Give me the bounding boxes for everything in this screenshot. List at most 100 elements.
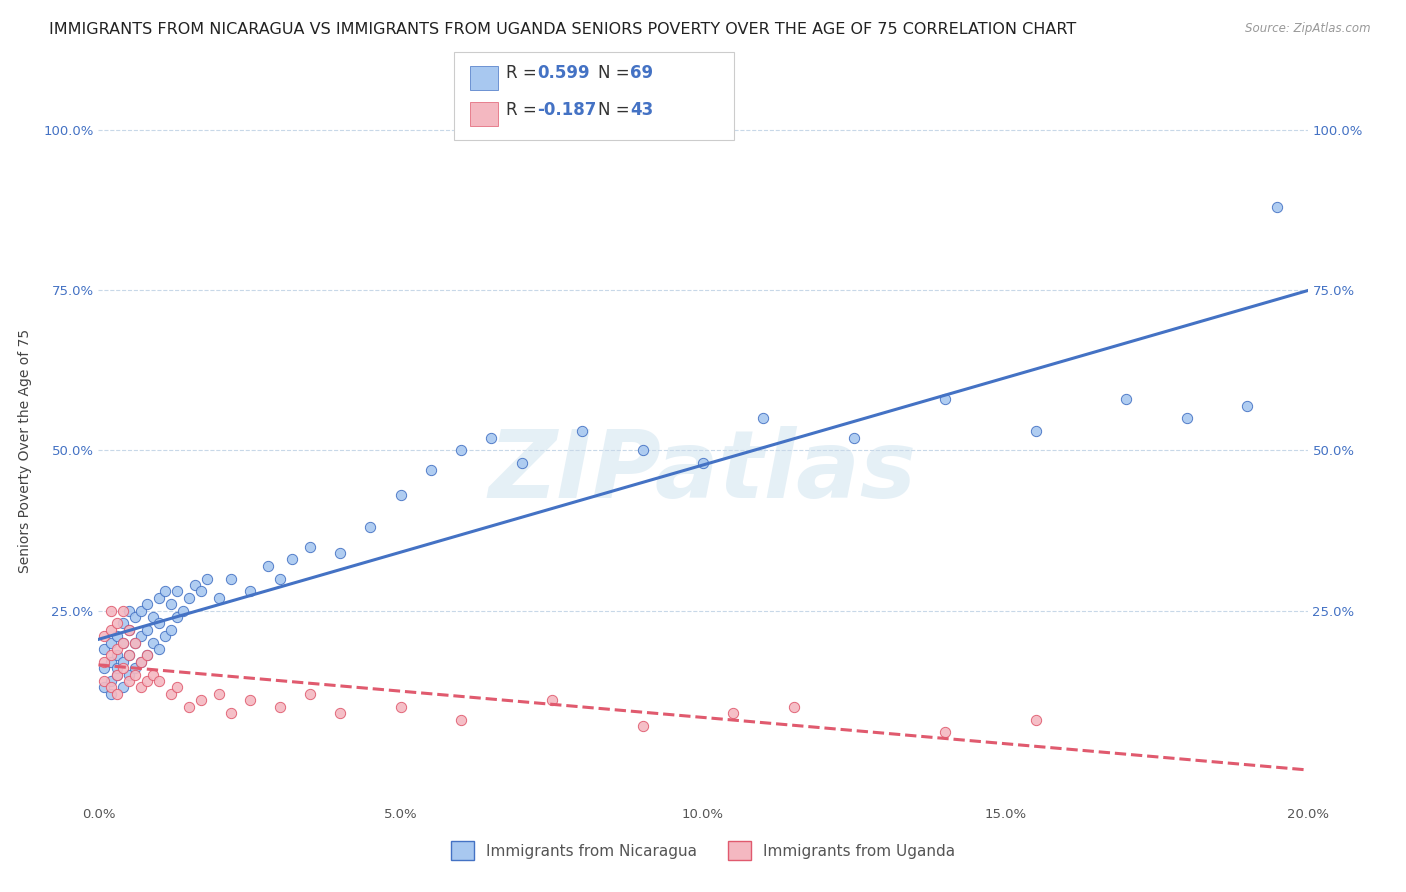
Point: [723, 706, 745, 720]
Point: [124, 635, 146, 649]
Point: [844, 431, 866, 445]
Point: [783, 699, 806, 714]
Point: [571, 424, 593, 438]
Point: [111, 635, 134, 649]
Point: [135, 597, 157, 611]
Point: [105, 648, 128, 663]
Point: [153, 584, 176, 599]
Point: [118, 667, 141, 681]
Point: [135, 674, 157, 689]
Point: [142, 610, 165, 624]
Point: [195, 572, 218, 586]
Point: [129, 655, 152, 669]
Text: IMMIGRANTS FROM NICARAGUA VS IMMIGRANTS FROM UGANDA SENIORS POVERTY OVER THE AGE: IMMIGRANTS FROM NICARAGUA VS IMMIGRANTS …: [49, 22, 1077, 37]
Point: [450, 443, 472, 458]
Point: [148, 591, 170, 605]
Text: R =: R =: [506, 64, 543, 82]
Point: [111, 661, 134, 675]
Point: [105, 661, 128, 675]
Point: [752, 411, 775, 425]
Point: [105, 642, 128, 657]
Point: [105, 667, 128, 681]
Point: [111, 681, 134, 695]
Point: [160, 687, 183, 701]
Text: N =: N =: [598, 101, 634, 119]
Point: [93, 655, 115, 669]
Point: [100, 604, 122, 618]
Point: [269, 572, 291, 586]
Point: [166, 610, 188, 624]
Point: [1236, 399, 1258, 413]
Point: [153, 629, 176, 643]
Text: Source: ZipAtlas.com: Source: ZipAtlas.com: [1246, 22, 1371, 36]
Point: [329, 546, 352, 560]
Point: [239, 584, 262, 599]
Point: [299, 687, 322, 701]
Point: [105, 667, 128, 681]
Point: [118, 648, 141, 663]
Point: [160, 623, 183, 637]
Point: [124, 635, 146, 649]
Point: [184, 578, 207, 592]
Point: [100, 681, 122, 695]
Text: ZIPatlas: ZIPatlas: [489, 425, 917, 517]
Point: [540, 693, 562, 707]
Text: 69: 69: [630, 64, 652, 82]
Point: [129, 604, 152, 618]
Point: [135, 648, 157, 663]
Point: [129, 655, 152, 669]
Point: [135, 648, 157, 663]
Point: [118, 623, 141, 637]
Point: [389, 699, 412, 714]
Point: [179, 591, 201, 605]
Point: [389, 488, 412, 502]
Point: [135, 623, 157, 637]
Point: [111, 604, 134, 618]
Point: [111, 635, 134, 649]
Point: [360, 520, 382, 534]
Point: [93, 629, 115, 643]
Point: [100, 674, 122, 689]
Point: [329, 706, 352, 720]
Point: [221, 572, 243, 586]
Point: [631, 719, 654, 733]
Legend: Immigrants from Nicaragua, Immigrants from Uganda: Immigrants from Nicaragua, Immigrants fr…: [444, 836, 962, 866]
Point: [111, 616, 134, 631]
Point: [934, 725, 956, 739]
Point: [1024, 713, 1046, 727]
Point: [692, 456, 714, 470]
Point: [1024, 424, 1046, 438]
Point: [93, 681, 115, 695]
Point: [510, 456, 533, 470]
Point: [93, 674, 115, 689]
Point: [100, 635, 122, 649]
Point: [105, 629, 128, 643]
Point: [129, 681, 152, 695]
Text: 43: 43: [630, 101, 654, 119]
Point: [142, 635, 165, 649]
Point: [160, 597, 183, 611]
Point: [299, 540, 322, 554]
Point: [111, 655, 134, 669]
Point: [172, 604, 194, 618]
Point: [148, 616, 170, 631]
Point: [208, 687, 231, 701]
Point: [221, 706, 243, 720]
Point: [166, 584, 188, 599]
Text: N =: N =: [598, 64, 634, 82]
Point: [190, 584, 212, 599]
Point: [100, 648, 122, 663]
Text: -0.187: -0.187: [537, 101, 596, 119]
Point: [1115, 392, 1137, 407]
Point: [100, 623, 122, 637]
Point: [118, 648, 141, 663]
Point: [166, 681, 188, 695]
Point: [179, 699, 201, 714]
Point: [450, 713, 472, 727]
Point: [124, 661, 146, 675]
Point: [148, 642, 170, 657]
Point: [118, 674, 141, 689]
Text: 0.599: 0.599: [537, 64, 589, 82]
Point: [100, 655, 122, 669]
Point: [208, 591, 231, 605]
